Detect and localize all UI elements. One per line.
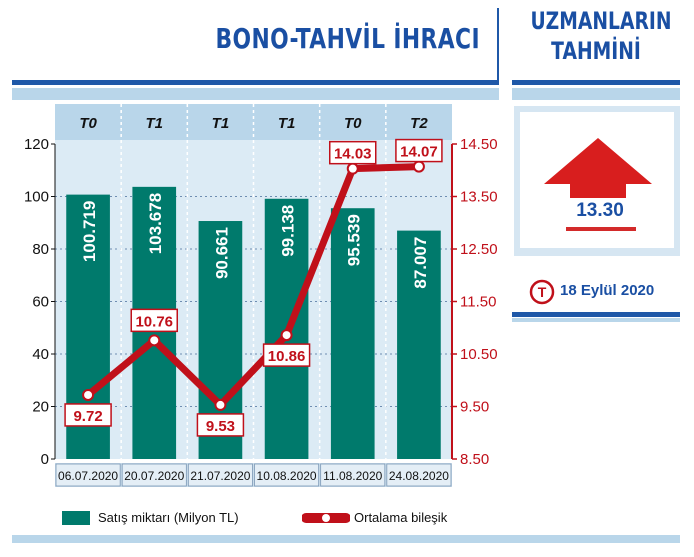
line-value-box: [64, 403, 112, 427]
logo-letter: T: [538, 284, 547, 300]
line-point: [82, 388, 95, 401]
top-label: T1: [278, 115, 296, 132]
line-point: [148, 334, 161, 347]
line-point: [214, 398, 227, 411]
top-label: T0: [79, 115, 97, 132]
x-label-cell: [320, 463, 386, 487]
y-left-tick-label: 40: [32, 346, 49, 363]
title-band: [12, 88, 499, 100]
line-value-box: [395, 138, 443, 163]
legend-bar-swatch: [62, 511, 90, 525]
line-value-box: [329, 140, 377, 165]
line-value-box: [130, 308, 178, 333]
bar-value-label: 100.719: [80, 201, 99, 262]
line-value-label: 9.53: [206, 418, 235, 435]
side-divider: [497, 8, 499, 80]
side-title-line1: UZMANLARIN: [530, 7, 672, 35]
legend-line-swatch: [302, 513, 350, 523]
side-title-line2: TAHMİNİ: [551, 37, 641, 65]
bar: [330, 208, 375, 459]
x-label-band: [55, 463, 452, 487]
y-left-tick-label: 80: [32, 241, 49, 258]
side-bottom-band: [512, 318, 680, 322]
x-label-cell: [254, 463, 320, 487]
line-point: [412, 160, 425, 173]
x-label-cell: [386, 463, 452, 487]
line-value-label: 14.03: [334, 146, 372, 163]
legend: Satış miktarı (Milyon TL) Ortalama bileş…: [62, 507, 482, 529]
x-tick-label: 20.07.2020: [124, 469, 184, 483]
x-tick-label: 24.08.2020: [389, 469, 449, 483]
x-label-cell: [121, 463, 187, 487]
forecast-date: 18 Eylül 2020: [560, 282, 655, 299]
x-tick-label: 21.07.2020: [190, 469, 250, 483]
up-arrow-icon: [544, 138, 652, 198]
bar-value-label: 87.007: [411, 237, 430, 289]
line-value-box: [262, 343, 311, 367]
top-label: T1: [212, 115, 230, 132]
x-tick-label: 10.08.2020: [257, 469, 317, 483]
y-left-tick-label: 100: [24, 189, 49, 206]
x-tick-label: 06.07.2020: [58, 469, 118, 483]
top-label: T1: [145, 115, 163, 132]
bar-value-label: 99.138: [279, 205, 298, 257]
legend-line-label: Ortalama bileşik: [354, 510, 448, 525]
bar-value-label: 103.678: [146, 193, 165, 254]
y-left-tick-label: 0: [41, 451, 49, 468]
y-right-tick-label: 12.50: [460, 241, 498, 258]
side-rule: [512, 80, 680, 85]
series-line: [85, 163, 420, 410]
title-rule: [12, 80, 499, 85]
line-point: [346, 162, 359, 175]
bar-value-label: 95.539: [345, 214, 364, 266]
top-label: T0: [344, 115, 362, 132]
x-tick-label: 11.08.2020: [323, 469, 382, 483]
side-bottom-rule: [512, 312, 680, 317]
line-value-label: 10.76: [135, 313, 173, 330]
bar: [397, 230, 441, 459]
top-label: T2: [410, 115, 428, 132]
bar-value-label: 90.661: [212, 227, 231, 279]
y-right-tick-label: 14.50: [460, 136, 498, 153]
line-point: [280, 329, 293, 342]
line-value-label: 10.86: [268, 348, 306, 365]
logo-icon: T: [529, 279, 555, 305]
y-right-tick-label: 13.50: [460, 189, 498, 206]
page-title: BONO-TAHVİL İHRACI: [215, 22, 480, 55]
bottom-band: [12, 535, 680, 543]
y-right-tick-label: 10.50: [460, 346, 498, 363]
y-left-tick-label: 20: [32, 399, 49, 416]
line-value-box: [196, 413, 245, 437]
x-label-cell: [187, 463, 253, 487]
y-right-tick-label: 8.50: [460, 451, 489, 468]
line-value-label: 9.72: [73, 408, 102, 425]
y-left-tick-label: 60: [32, 294, 49, 311]
legend-bar-label: Satış miktarı (Milyon TL): [98, 510, 239, 525]
line-value-label: 14.07: [400, 144, 438, 161]
y-right-tick-label: 9.50: [460, 399, 489, 416]
y-left-tick-label: 120: [24, 136, 49, 153]
x-label-cell: [55, 463, 121, 487]
y-right-tick-label: 11.50: [460, 294, 496, 311]
side-band: [512, 88, 680, 100]
forecast-value: 13.30: [576, 200, 624, 221]
forecast-underline: [566, 227, 636, 231]
side-title: UZMANLARIN TAHMİNİ: [512, 6, 680, 78]
